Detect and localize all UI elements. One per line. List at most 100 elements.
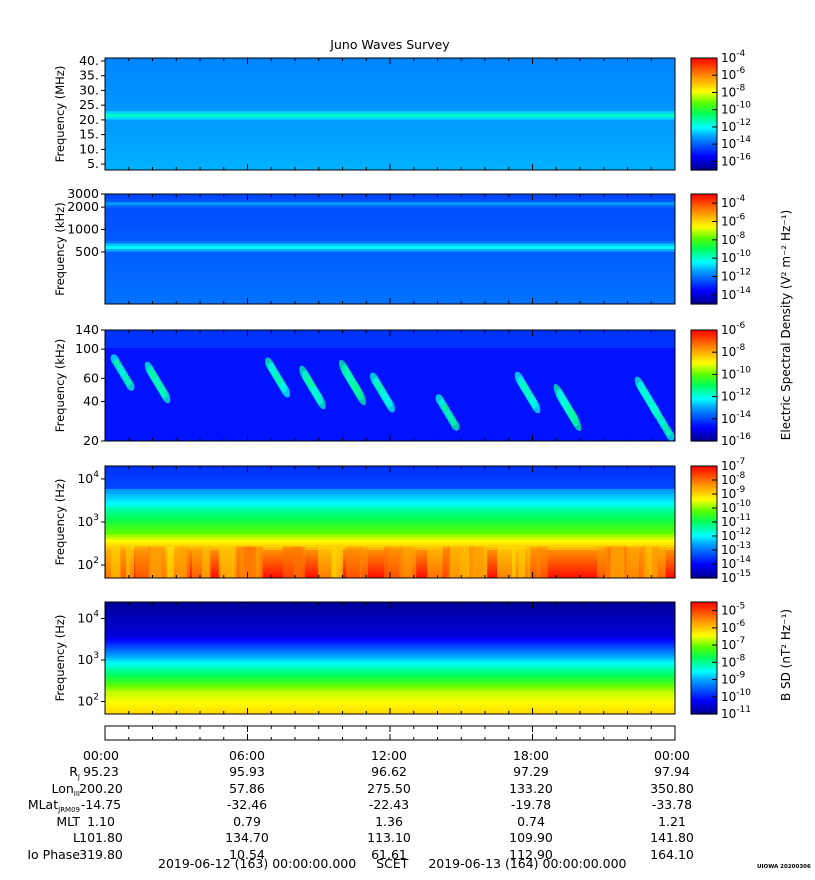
y-tick-label: 15. — [79, 127, 99, 142]
colorbar-tick-label: 10-14 — [721, 135, 751, 151]
ephemeris-value: 0.74 — [517, 813, 545, 829]
ephemeris-value: 61.61 — [371, 846, 407, 862]
y-tick-label: 10. — [79, 141, 99, 156]
y-axis-label: Frequency (Hz) — [53, 615, 67, 702]
colorbar-tick-label: 10-14 — [721, 286, 751, 302]
colorbar-tick-label: 10-16 — [721, 152, 751, 168]
spectrogram-lfr-high — [105, 330, 675, 441]
ephemeris-value: 00:00 — [82, 748, 120, 763]
y-axis-label: Frequency (kHz) — [53, 339, 67, 432]
ephemeris-value: 57.86 — [229, 780, 265, 796]
colorbar-tick-label: 10-12 — [721, 388, 751, 404]
ephemeris-value: 101.80 — [79, 830, 123, 845]
spectrogram-magnetic — [105, 602, 675, 714]
colorbar-tick-label: 10-8 — [721, 83, 746, 99]
spectrogram-lfr-low — [105, 466, 675, 578]
ephemeris-value: 97.29 — [513, 764, 549, 779]
y-axis-label: Frequency (kHz) — [53, 202, 67, 295]
ephemeris-value: 350.80 — [650, 780, 694, 796]
colorbar-tick-label: 10-10 — [721, 688, 751, 704]
footer-start: 2019-06-12 (163) 00:00:00.000 — [158, 856, 357, 871]
ephemeris-label-sub: J — [77, 773, 80, 781]
stamp: UIOWA 20200306 — [757, 864, 811, 870]
colorbar-tick-label: 10-6 — [721, 213, 746, 229]
ephemeris-value: 109.90 — [509, 830, 553, 845]
time-axis — [104, 725, 676, 741]
ephemeris-value: 1.36 — [375, 813, 403, 829]
colorbar-tick-label: 10-12 — [721, 268, 751, 284]
colorbar-tick-label: 10-6 — [721, 321, 746, 337]
footer-end: 2019-06-13 (164) 00:00:00.000 — [428, 856, 627, 871]
ephemeris-value: 134.70 — [225, 830, 269, 845]
ephemeris-row: RJ 95.23 95.93 96.62 97.29 97.94 — [0, 764, 815, 781]
ephemeris-value: -19.78 — [510, 797, 552, 812]
colorbar-tick-label: 10-8 — [721, 343, 746, 359]
spectrogram-hf-low — [105, 194, 675, 304]
colorbar-tick-label: 10-10 — [721, 365, 751, 381]
colorbar-tick-label: 10-12 — [721, 118, 751, 134]
y-tick-label: 20 — [83, 433, 99, 448]
ephemeris-value: -32.46 — [226, 797, 268, 812]
ephemeris-value: 00:00 — [653, 748, 691, 763]
ephemeris-value: 141.80 — [650, 830, 694, 845]
ephemeris-row: MLT 1.10 0.79 1.36 0.74 1.21 — [0, 814, 815, 829]
y-tick-label: 1000 — [67, 222, 99, 237]
ephemeris-value: 0.79 — [233, 813, 261, 829]
ephemeris-label: MLT — [56, 813, 80, 829]
colorbar-tick-label: 10-6 — [721, 66, 746, 82]
ephemeris-value: -33.78 — [651, 797, 693, 812]
colorbar-tick-label: 10-4 — [721, 49, 746, 65]
ephemeris-row: L 101.80 134.70 113.10 109.90 141.80 — [0, 830, 815, 845]
time-tick-labels: 00:00 06:00 12:00 18:00 00:00 — [0, 748, 815, 763]
ephemeris-value: 113.10 — [367, 830, 411, 845]
y-tick-label: 5. — [87, 156, 99, 171]
y-tick-label: 140 — [75, 322, 99, 337]
y-axis-label: Frequency (MHz) — [53, 66, 67, 163]
ephemeris-label: Io Phase — [27, 846, 80, 862]
colorbar-tick-label: 10-15 — [721, 569, 751, 585]
panels-group: 5.10.15.20.25.30.35.40. Frequency (MHz) 10… — [53, 49, 751, 721]
ephemeris-label-sub: III — [73, 789, 80, 798]
y-axis-label: Frequency (Hz) — [53, 479, 67, 566]
ephemeris-value: 06:00 — [228, 748, 266, 763]
ephemeris-row: MLatJRM09 -14.75 -32.46 -22.43 -19.78 -33.78 — [0, 797, 815, 814]
y-tick-label: 40 — [83, 393, 99, 408]
colorbar-lfr-low: 10-710-810-910-1010-1110-1210-1310-1410-… — [690, 457, 751, 585]
y-tick-label: 102 — [77, 556, 99, 572]
ephemeris-row: LonIII 200.20 57.86 275.50 133.20 350.80 — [0, 780, 815, 798]
y-tick-label: 103 — [77, 651, 99, 667]
ephemeris-value: 1.10 — [87, 813, 115, 829]
colorbar-tick-label: 10-8 — [721, 653, 746, 669]
colorbar-tick-label: 10-14 — [721, 410, 751, 426]
ephemeris-label: Lon — [51, 780, 74, 796]
magnetic-colorbar-label: B SD (nT² Hz⁻¹) — [779, 609, 793, 701]
ephemeris-label-sub: JRM09 — [58, 806, 80, 814]
y-tick-label: 20. — [79, 112, 99, 127]
colorbar-tick-label: 10-5 — [721, 602, 745, 618]
colorbar-tick-label: 10-10 — [721, 249, 751, 265]
ephemeris-label: MLat — [27, 797, 59, 812]
y-tick-label: 30. — [79, 82, 99, 97]
colorbar-tick-label: 10-11 — [721, 705, 751, 721]
ephemeris-value: 275.50 — [367, 780, 411, 796]
y-tick-label: 2000 — [67, 199, 99, 214]
ephemeris-value: 95.93 — [229, 764, 265, 779]
ephemeris-value: 18:00 — [512, 748, 550, 763]
y-tick-label: 500 — [75, 244, 99, 259]
colorbar-tick-label: 10-4 — [721, 194, 746, 210]
colorbar-tick-label: 10-10 — [721, 101, 751, 117]
y-tick-label: 60 — [83, 370, 99, 385]
colorbar-tick-label: 10-6 — [721, 619, 746, 635]
ephemeris-value: 12:00 — [370, 748, 408, 763]
ephemeris-row: Io Phase 319.80 10.54 61.61 112.90 164.10 — [0, 847, 815, 862]
footer-scet: 2019-06-12 (163) 00:00:00.000 SCET 2019-… — [158, 856, 628, 871]
colorbar-tick-label: 10-9 — [721, 671, 746, 687]
ephemeris-value: 164.10 — [650, 846, 694, 862]
y-tick-label: 100 — [75, 341, 99, 356]
electric-colorbar-label: Electric Spectral Density (V² m⁻² Hz⁻¹) — [779, 210, 793, 440]
ephemeris-value: 319.80 — [79, 846, 123, 862]
